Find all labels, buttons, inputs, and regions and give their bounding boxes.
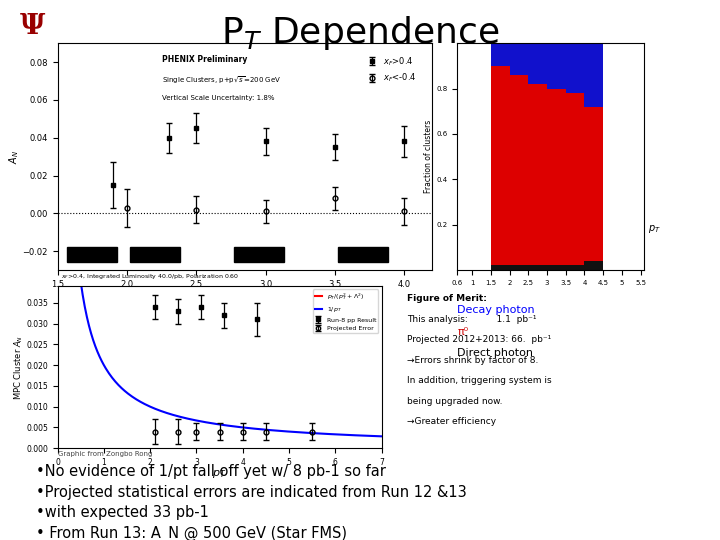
$1/p_T$ bbox=[249, 426, 258, 432]
Bar bbox=[234, 247, 284, 262]
Bar bbox=[566, 43, 585, 93]
Text: •Projected statistical errors are indicated from Run 12 &13: •Projected statistical errors are indica… bbox=[36, 485, 467, 500]
$1/p_T$ bbox=[377, 433, 386, 440]
Bar bbox=[510, 43, 528, 75]
Bar bbox=[491, 43, 510, 66]
Text: Vertical Scale Uncertainty: 1.8%: Vertical Scale Uncertainty: 1.8% bbox=[163, 96, 275, 102]
Bar bbox=[67, 247, 117, 262]
Bar bbox=[491, 266, 510, 270]
Text: PHENIX Preliminary: PHENIX Preliminary bbox=[163, 55, 248, 64]
$p_T/(p_T^2+\Lambda^2)$ bbox=[377, 30, 386, 36]
Text: •with expected 33 pb-1: •with expected 33 pb-1 bbox=[36, 505, 209, 521]
Bar bbox=[585, 43, 603, 107]
Text: $p_T$: $p_T$ bbox=[648, 223, 661, 235]
Bar bbox=[566, 93, 585, 266]
Bar bbox=[491, 66, 510, 266]
$1/p_T$ bbox=[250, 426, 258, 432]
Text: Ψ: Ψ bbox=[19, 14, 45, 40]
Bar bbox=[510, 75, 528, 266]
Bar bbox=[585, 261, 603, 270]
Text: P$_T$ Dependence: P$_T$ Dependence bbox=[221, 14, 499, 51]
Text: →Errors shrink by factor of 8.: →Errors shrink by factor of 8. bbox=[407, 356, 538, 365]
Bar bbox=[528, 84, 547, 266]
Text: π⁰: π⁰ bbox=[457, 327, 468, 337]
Bar bbox=[547, 89, 566, 266]
$1/p_T$ bbox=[328, 431, 336, 437]
Bar bbox=[510, 266, 528, 270]
Text: $x_F$>0.4, Integrated Luminosity 40.0/pb, Polarization 0.60: $x_F$>0.4, Integrated Luminosity 40.0/pb… bbox=[60, 272, 239, 281]
$1/p_T$ bbox=[348, 432, 356, 438]
$1/p_T$ bbox=[63, 30, 71, 36]
Text: In addition, triggering system is: In addition, triggering system is bbox=[407, 376, 552, 386]
Text: being upgraded now.: being upgraded now. bbox=[407, 397, 503, 406]
X-axis label: $p_T$: $p_T$ bbox=[212, 468, 227, 480]
$p_T/(p_T^2+\Lambda^2)$ bbox=[63, 269, 71, 275]
Bar bbox=[547, 43, 566, 89]
Bar bbox=[547, 266, 566, 270]
Y-axis label: $A_N$: $A_N$ bbox=[7, 150, 21, 164]
Line: $p_T/(p_T^2+\Lambda^2)$: $p_T/(p_T^2+\Lambda^2)$ bbox=[67, 0, 382, 272]
$p_T/(p_T^2+\Lambda^2)$ bbox=[349, 0, 358, 2]
Text: Direct photon: Direct photon bbox=[457, 348, 534, 359]
Text: Projected 2012+2013: 66.  pb⁻¹: Projected 2012+2013: 66. pb⁻¹ bbox=[407, 335, 551, 345]
Bar bbox=[566, 266, 585, 270]
Text: This analysis:          1.1  pb⁻¹: This analysis: 1.1 pb⁻¹ bbox=[407, 315, 536, 324]
Bar bbox=[585, 107, 603, 261]
$1/p_T$ bbox=[63, 72, 72, 78]
X-axis label: $p_T$ (GeV/c): $p_T$ (GeV/c) bbox=[219, 290, 271, 304]
Bar bbox=[130, 247, 179, 262]
Text: •No evidence of 1/pt fall off yet w/ 8 pb-1 so far: •No evidence of 1/pt fall off yet w/ 8 p… bbox=[36, 464, 386, 480]
Text: Figure of Merit:: Figure of Merit: bbox=[407, 294, 487, 303]
$p_T/(p_T^2+\Lambda^2)$ bbox=[63, 249, 72, 256]
Text: Single Clusters, p+p$\sqrt{s}$=200 GeV: Single Clusters, p+p$\sqrt{s}$=200 GeV bbox=[163, 75, 282, 86]
Legend: $p_T/(p_T^2+\Lambda^2)$, $1/p_T$, Run-8 pp Result, Projected Error: $p_T/(p_T^2+\Lambda^2)$, $1/p_T$, Run-8 … bbox=[312, 289, 379, 333]
$1/p_T$ bbox=[255, 426, 264, 433]
Legend: $x_F$>0.4, $x_F$<-0.4: $x_F$>0.4, $x_F$<-0.4 bbox=[364, 52, 420, 87]
Line: $1/p_T$: $1/p_T$ bbox=[67, 33, 382, 436]
Y-axis label: MPC Cluster $A_N$: MPC Cluster $A_N$ bbox=[12, 335, 24, 400]
Bar bbox=[338, 247, 387, 262]
Text: • From Run 13: A_N @ 500 GeV (Star FMS): • From Run 13: A_N @ 500 GeV (Star FMS) bbox=[36, 526, 347, 540]
Text: Graphic from Zongbo Rong: Graphic from Zongbo Rong bbox=[58, 451, 152, 457]
Bar bbox=[528, 266, 547, 270]
Text: →Greater efficiency: →Greater efficiency bbox=[407, 417, 496, 427]
Bar bbox=[528, 43, 547, 84]
Y-axis label: Fraction of clusters: Fraction of clusters bbox=[425, 120, 433, 193]
Text: Decay photon: Decay photon bbox=[457, 305, 535, 315]
